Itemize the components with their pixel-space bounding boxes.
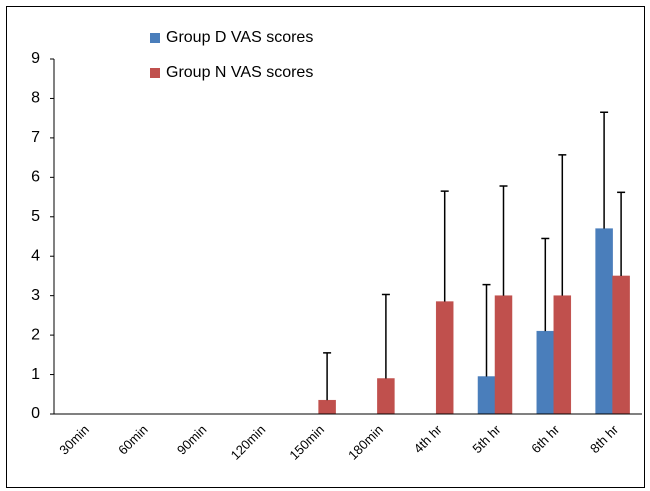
legend-label: Group N VAS scores: [166, 64, 313, 81]
x-tick-label: 90min: [174, 422, 210, 458]
y-tick-label: 0: [31, 405, 40, 422]
legend-swatch: [150, 33, 160, 43]
x-tick-label: 5th hr: [469, 421, 504, 456]
y-tick-label: 4: [31, 247, 40, 264]
y-tick-label: 3: [31, 287, 40, 304]
bar: [477, 376, 496, 415]
y-tick-label: 5: [31, 208, 40, 225]
bar: [318, 399, 336, 415]
x-tick-label: 150min: [286, 422, 327, 463]
chart-frame: [6, 6, 645, 488]
bar: [377, 378, 395, 415]
y-tick-label: 1: [31, 366, 40, 383]
x-tick-label: 60min: [115, 422, 151, 458]
x-tick-label: 6th hr: [528, 421, 563, 456]
y-tick-label: 6: [31, 169, 40, 186]
x-tick-label: 120min: [228, 422, 269, 463]
y-tick-label: 8: [31, 90, 40, 107]
bar: [612, 275, 630, 415]
bar: [536, 330, 555, 415]
bar: [494, 295, 513, 415]
y-tick-label: 2: [31, 326, 40, 343]
y-tick-label: 9: [31, 50, 40, 67]
bar: [553, 295, 572, 415]
bar: [595, 228, 613, 415]
x-tick-label: 180min: [345, 422, 386, 463]
legend-swatch: [150, 68, 160, 78]
y-tick-label: 7: [31, 129, 40, 146]
x-tick-label: 4th hr: [411, 421, 446, 456]
bar: [435, 301, 454, 415]
x-tick-label: 30min: [56, 422, 92, 458]
x-tick-label: 8th hr: [587, 421, 622, 456]
legend-label: Group D VAS scores: [166, 29, 313, 46]
